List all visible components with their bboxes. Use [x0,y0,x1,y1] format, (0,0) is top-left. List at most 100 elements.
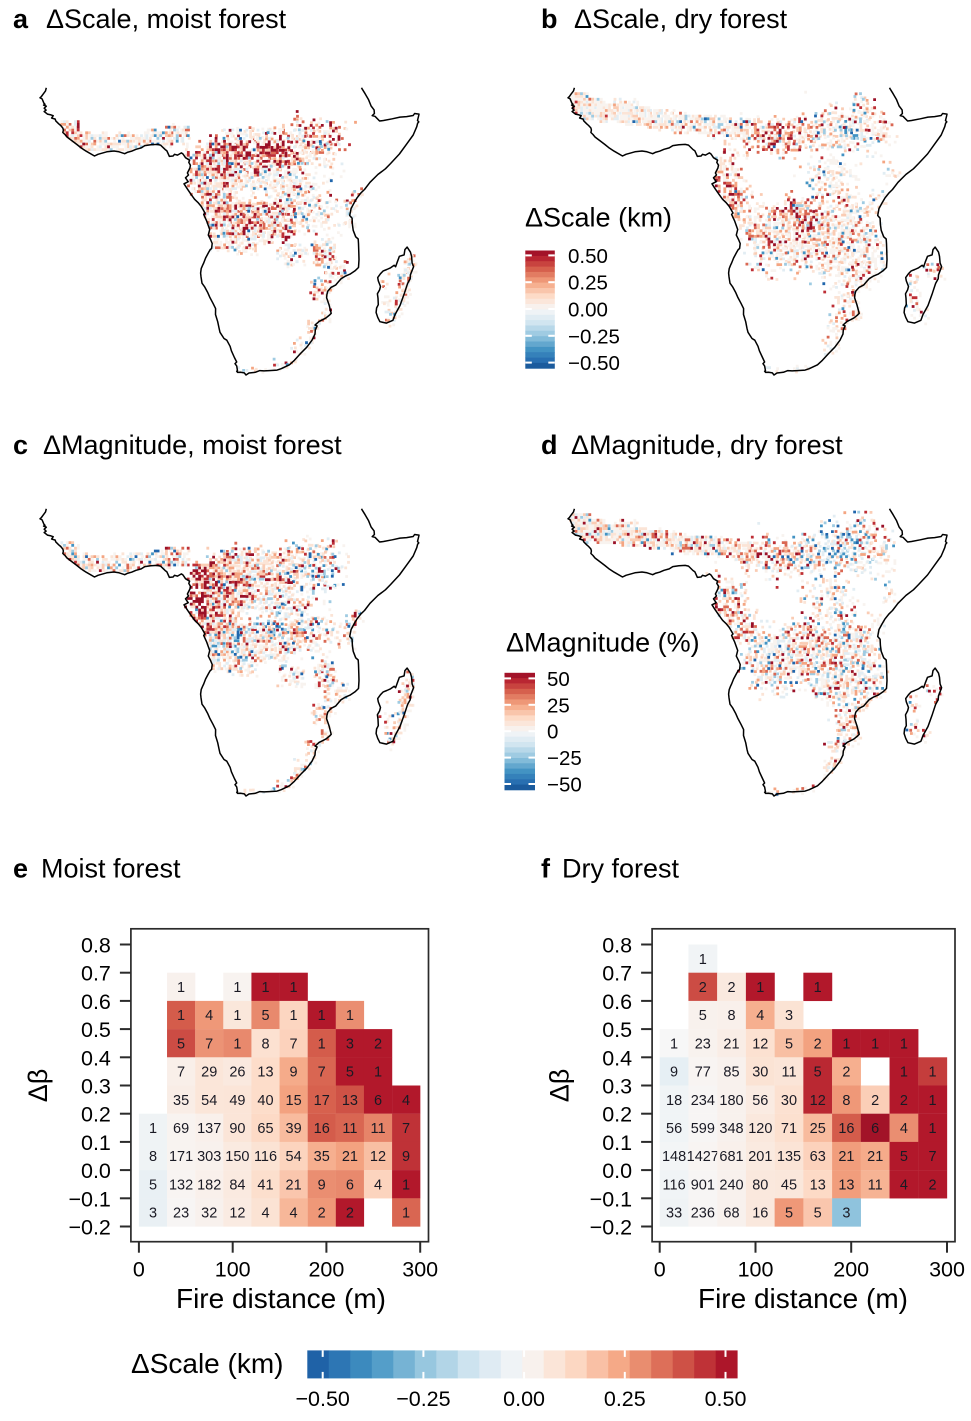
svg-text:901: 901 [691,1177,715,1193]
svg-text:45: 45 [781,1177,797,1193]
svg-text:21: 21 [867,1149,883,1165]
svg-text:0.1: 0.1 [602,1131,632,1155]
svg-text:4: 4 [374,1177,382,1193]
svg-text:ΔScale (km): ΔScale (km) [131,1348,284,1379]
svg-text:0.2: 0.2 [602,1103,632,1127]
svg-text:300: 300 [402,1258,438,1282]
svg-text:132: 132 [169,1177,193,1193]
svg-text:21: 21 [342,1149,358,1165]
svg-text:12: 12 [810,1093,826,1109]
svg-text:0.4: 0.4 [602,1046,632,1070]
svg-text:0.50: 0.50 [705,1387,747,1411]
svg-text:13: 13 [810,1177,826,1193]
svg-text:1: 1 [900,1065,908,1081]
svg-text:56: 56 [752,1093,768,1109]
svg-text:b: b [541,4,558,34]
svg-text:135: 135 [777,1149,801,1165]
svg-text:12: 12 [752,1036,768,1052]
svg-text:0.7: 0.7 [602,962,632,986]
svg-text:4: 4 [900,1177,908,1193]
svg-text:6: 6 [871,1121,879,1137]
svg-text:234: 234 [691,1093,715,1109]
svg-text:1: 1 [233,1036,241,1052]
svg-text:3: 3 [842,1206,850,1222]
svg-text:5: 5 [814,1206,822,1222]
svg-text:1: 1 [670,1036,678,1052]
svg-text:0.00: 0.00 [568,299,608,322]
svg-text:80: 80 [752,1177,768,1193]
svg-text:ΔScale (km): ΔScale (km) [525,203,672,233]
svg-text:681: 681 [719,1149,743,1165]
svg-text:d: d [541,430,558,460]
svg-text:ΔMagnitude (%): ΔMagnitude (%) [506,628,700,658]
svg-text:63: 63 [810,1149,826,1165]
svg-text:−0.50: −0.50 [295,1387,349,1411]
svg-text:8: 8 [727,1008,735,1024]
svg-text:7: 7 [290,1036,298,1052]
svg-text:1: 1 [871,1036,879,1052]
svg-text:16: 16 [752,1206,768,1222]
svg-text:25: 25 [810,1121,826,1137]
svg-text:0.0: 0.0 [81,1159,111,1183]
svg-text:0.2: 0.2 [81,1103,111,1127]
svg-text:1: 1 [346,1008,354,1024]
svg-text:1: 1 [233,1008,241,1024]
svg-text:9: 9 [318,1177,326,1193]
svg-text:41: 41 [257,1177,273,1193]
svg-text:5: 5 [149,1177,157,1193]
svg-text:30: 30 [781,1093,797,1109]
svg-text:84: 84 [229,1177,245,1193]
svg-text:11: 11 [342,1121,357,1137]
svg-text:0.8: 0.8 [81,934,111,958]
svg-text:5: 5 [699,1008,707,1024]
svg-text:180: 180 [719,1093,743,1109]
svg-text:5: 5 [785,1206,793,1222]
svg-text:85: 85 [723,1065,739,1081]
svg-text:e: e [13,854,28,884]
svg-text:7: 7 [177,1065,185,1081]
svg-text:1: 1 [699,952,707,968]
svg-text:c: c [13,430,28,460]
svg-text:13: 13 [838,1177,854,1193]
svg-text:4: 4 [290,1206,298,1222]
svg-text:5: 5 [814,1065,822,1081]
svg-text:6: 6 [374,1093,382,1109]
svg-text:0.6: 0.6 [81,990,111,1014]
svg-text:4: 4 [261,1206,269,1222]
svg-text:236: 236 [691,1206,715,1222]
svg-text:1: 1 [290,1008,298,1024]
svg-text:1: 1 [929,1093,937,1109]
svg-text:−0.25: −0.25 [568,325,620,348]
svg-text:54: 54 [286,1149,302,1165]
svg-text:35: 35 [314,1149,330,1165]
svg-text:348: 348 [719,1121,743,1137]
svg-text:0: 0 [547,721,558,744]
svg-text:9: 9 [402,1149,410,1165]
svg-text:ΔScale, dry forest: ΔScale, dry forest [574,4,788,34]
svg-text:13: 13 [342,1093,358,1109]
svg-text:90: 90 [229,1121,245,1137]
svg-text:39: 39 [286,1121,302,1137]
svg-text:2: 2 [374,1036,382,1052]
svg-text:0.00: 0.00 [503,1387,545,1411]
svg-text:50: 50 [547,668,570,691]
svg-text:0.3: 0.3 [602,1075,632,1099]
svg-text:54: 54 [201,1093,217,1109]
svg-text:11: 11 [868,1177,883,1193]
svg-text:0.50: 0.50 [568,245,608,268]
svg-text:Dry forest: Dry forest [562,854,680,884]
svg-text:68: 68 [723,1206,739,1222]
svg-text:2: 2 [318,1206,326,1222]
svg-text:8: 8 [149,1149,157,1165]
svg-text:77: 77 [695,1065,711,1081]
svg-text:1: 1 [929,1065,937,1081]
svg-text:5: 5 [261,1008,269,1024]
svg-text:1: 1 [374,1065,382,1081]
svg-text:1: 1 [842,1036,850,1052]
svg-text:f: f [541,854,551,884]
svg-text:17: 17 [314,1093,330,1109]
svg-text:0.3: 0.3 [81,1075,111,1099]
svg-text:300: 300 [929,1258,965,1282]
svg-text:2: 2 [929,1177,937,1193]
svg-text:0.25: 0.25 [604,1387,646,1411]
